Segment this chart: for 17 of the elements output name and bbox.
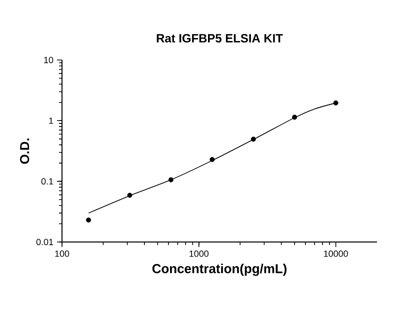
point	[86, 218, 92, 223]
y-tick-label: 10	[44, 56, 54, 64]
x-tick-label: 10000	[324, 250, 348, 257]
x-tick-label: 1000	[190, 250, 209, 257]
point	[292, 114, 298, 120]
y-tick-label: 0.1	[41, 178, 54, 185]
point	[250, 136, 256, 142]
chart-title: Rat IGFBP5 ELSIA KIT	[156, 34, 283, 42]
point	[210, 157, 215, 162]
y-axis-title: O.D.	[20, 138, 30, 164]
point	[127, 192, 132, 198]
point	[333, 100, 338, 106]
x-tick-label: 100	[55, 250, 70, 257]
y-tick-label: 1	[49, 118, 54, 124]
x-axis-title: Concentration(pg/mL)	[152, 264, 286, 276]
point	[168, 177, 174, 182]
y-tick-label: 0.01	[36, 238, 54, 246]
